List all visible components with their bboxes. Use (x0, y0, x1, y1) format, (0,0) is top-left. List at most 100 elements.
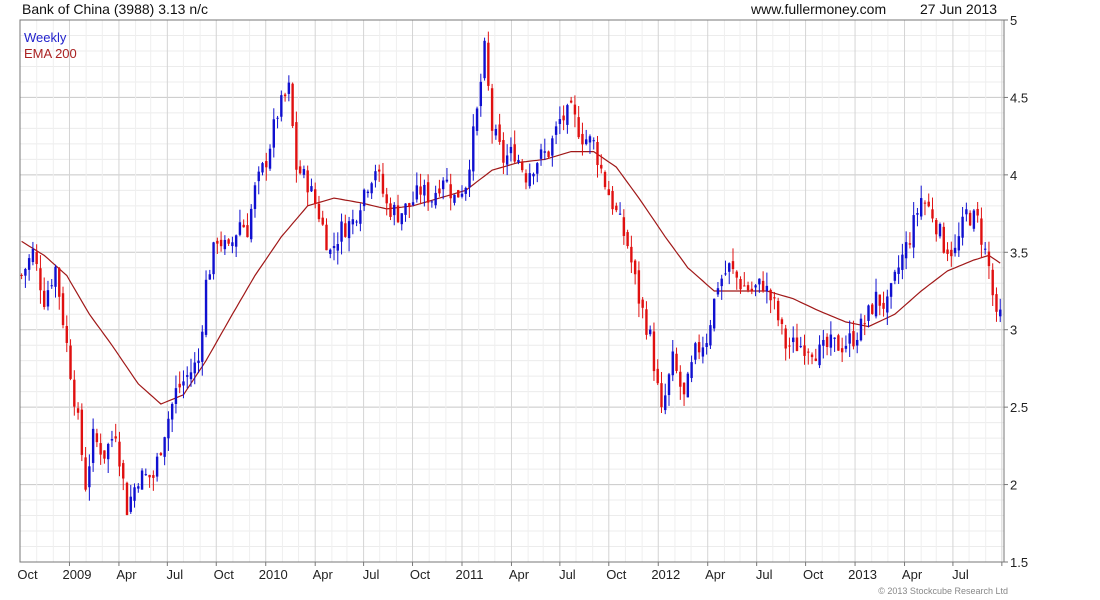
legend: Weekly EMA 200 (24, 30, 77, 61)
candle-body (611, 191, 614, 210)
candle-body (716, 288, 720, 295)
candle-body (938, 223, 942, 237)
candle-body (182, 381, 185, 386)
candle-body (257, 171, 260, 182)
x-tick-label: Oct (606, 567, 627, 582)
candle-body (95, 433, 99, 443)
candle-body (475, 108, 479, 131)
candle-body (50, 285, 53, 287)
candle-body (291, 83, 294, 127)
candle-body (923, 202, 927, 204)
candle-body (223, 239, 227, 250)
candle-body (42, 290, 46, 307)
candle-body (946, 249, 949, 254)
candle-body (148, 474, 151, 478)
candle-body (953, 247, 957, 254)
candle-body (106, 443, 110, 460)
candle-body (453, 194, 456, 203)
x-tick-label: Apr (902, 567, 923, 582)
candle-body (20, 274, 23, 276)
candle-body (39, 268, 42, 291)
candle-body (125, 482, 129, 515)
candle-body (743, 285, 746, 287)
candle-body (641, 299, 644, 308)
candle-body (596, 141, 599, 166)
candle-body (618, 213, 622, 215)
candle-body (314, 189, 317, 205)
candle-body (189, 372, 193, 380)
candle-body (46, 290, 50, 307)
candle-body (31, 248, 35, 263)
candle-body (792, 337, 795, 343)
y-tick-label: 2 (1010, 478, 1017, 493)
candle-body (980, 218, 983, 245)
candle-body (897, 267, 900, 275)
candle-body (24, 269, 27, 276)
candle-body (566, 105, 569, 125)
candle-body (170, 403, 174, 420)
candle-body (366, 191, 370, 194)
candle-body (483, 40, 486, 79)
candle-body (494, 128, 498, 136)
candle-body (426, 182, 430, 203)
candle-body (904, 242, 908, 259)
candle-body (396, 205, 400, 223)
candle-body (825, 336, 829, 347)
candle-body (874, 291, 878, 317)
candle-body (118, 441, 121, 467)
candle-body (995, 294, 998, 312)
candle-body (622, 217, 626, 236)
y-axis-ticks: 1.5 2 2.5 3 3.5 4 4.5 5 (1004, 13, 1028, 570)
candle-body (201, 331, 204, 362)
candle-body (261, 163, 264, 173)
candle-body (919, 198, 923, 217)
candle-body (159, 453, 163, 456)
candle-body (558, 119, 562, 125)
candle-body (351, 219, 355, 225)
candle-body (103, 450, 106, 459)
candle-body (720, 278, 723, 287)
candle-body (769, 289, 772, 301)
candle-body (840, 348, 844, 353)
candle-body (91, 428, 95, 463)
candle-body (174, 388, 178, 404)
candle-body (381, 173, 385, 194)
candle-body (637, 270, 641, 304)
candle-body (359, 210, 362, 224)
candle-body (204, 279, 208, 335)
candle-body (603, 172, 607, 188)
y-tick-label: 1.5 (1010, 555, 1028, 570)
candle-body (652, 331, 656, 372)
ema-200-series (21, 151, 1001, 405)
x-tick-label: 2010 (259, 567, 288, 582)
candle-body (253, 185, 257, 209)
candle-body (502, 140, 505, 163)
candle-body (712, 298, 716, 329)
candle-body (76, 408, 80, 413)
candle-body (871, 304, 874, 314)
candle-body (539, 149, 543, 159)
candle-body (822, 339, 825, 346)
candle-body (457, 190, 460, 198)
candle-body (99, 443, 102, 455)
candle-body (513, 144, 516, 162)
candle-body (615, 205, 618, 211)
candle-body (901, 254, 904, 270)
candle-body (968, 212, 972, 226)
candle-body (306, 170, 309, 193)
axes (19, 19, 1005, 563)
candle-body (573, 104, 577, 115)
candle-body (321, 217, 324, 225)
candle-body (133, 487, 136, 501)
candle-body (671, 351, 674, 376)
candle-body (645, 309, 648, 335)
candle-body (505, 155, 509, 165)
candle-body (577, 117, 580, 138)
candle-body (287, 82, 291, 94)
candle-body (487, 42, 490, 86)
candle-body (370, 183, 373, 194)
candle-body (464, 187, 467, 194)
candle-body (155, 456, 159, 477)
candle-body (731, 261, 735, 270)
